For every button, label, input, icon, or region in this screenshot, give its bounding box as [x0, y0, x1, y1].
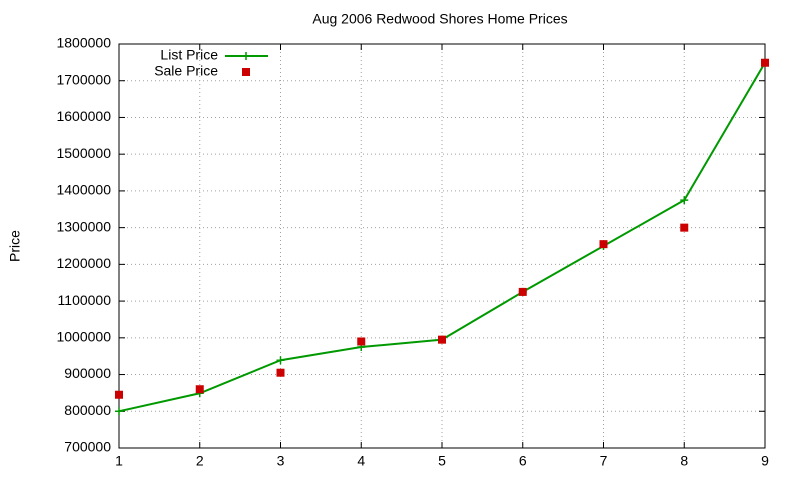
- point: [276, 356, 285, 365]
- y-tick-label: 1000000: [56, 329, 111, 345]
- point: [761, 58, 769, 67]
- point: [115, 390, 123, 399]
- x-tick-label: 2: [196, 453, 204, 469]
- legend-marker: [242, 68, 250, 76]
- point: [357, 337, 366, 346]
- line: [118, 62, 766, 413]
- point: [680, 223, 689, 232]
- y-tick-label: 1500000: [56, 145, 111, 161]
- point: [438, 335, 446, 344]
- x-tick-label: 8: [680, 453, 688, 469]
- y-tick-label: 1200000: [56, 255, 111, 271]
- point: [195, 385, 204, 394]
- y-tick-label: 1400000: [56, 182, 111, 198]
- y-tick-label: 1300000: [56, 218, 111, 234]
- y-tick-label: 1800000: [56, 35, 111, 51]
- x-tick-label: 9: [761, 453, 769, 469]
- y-axis-label: Price: [7, 230, 23, 262]
- legend-label: Sale Price: [154, 63, 218, 79]
- x-tick-label: 5: [438, 453, 446, 469]
- plot-border: [118, 43, 766, 449]
- legend-label: List Price: [160, 47, 218, 63]
- point: [599, 240, 608, 249]
- legend-marker: [242, 52, 250, 60]
- x-tick-label: 6: [519, 453, 527, 469]
- y-tick-label: 700000: [64, 439, 111, 455]
- y-tick-label: 1100000: [58, 292, 112, 308]
- y-tick-label: 800000: [64, 402, 111, 418]
- x-tick-label: 3: [277, 453, 285, 469]
- point: [680, 196, 689, 205]
- y-tick-label: 900000: [64, 365, 111, 381]
- chart-title: Aug 2006 Redwood Shores Home Prices: [312, 11, 567, 27]
- point: [276, 368, 285, 377]
- x-tick-label: 7: [600, 453, 608, 469]
- y-tick-label: 1700000: [56, 71, 111, 87]
- point: [115, 407, 123, 416]
- y-tick-label: 1600000: [56, 108, 111, 124]
- point: [518, 287, 527, 296]
- x-tick-label: 4: [357, 453, 365, 469]
- x-tick-label: 1: [115, 453, 123, 469]
